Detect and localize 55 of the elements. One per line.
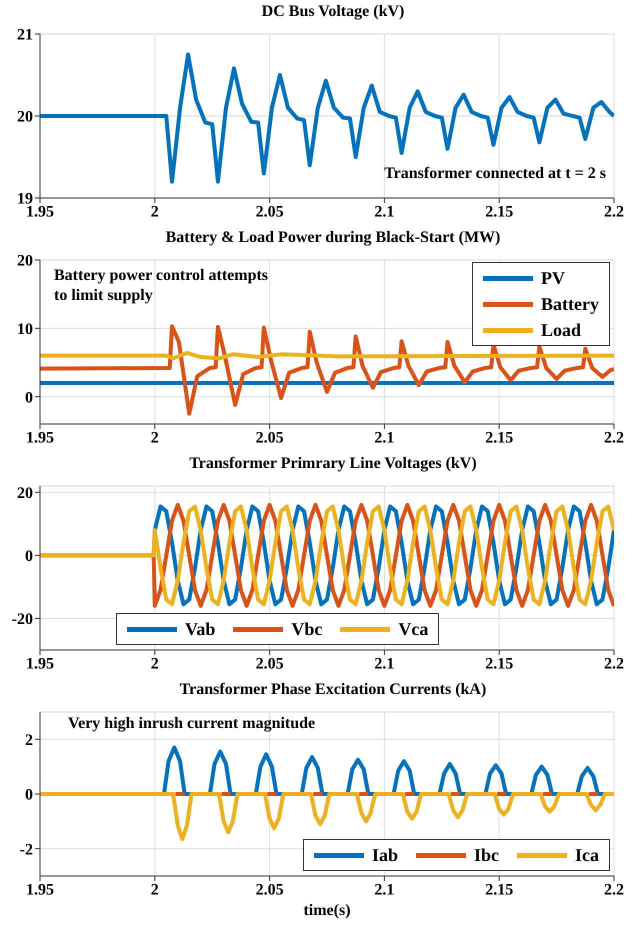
x-tick-label: 2.2 <box>604 655 624 672</box>
legend-label: Vca <box>398 618 428 641</box>
x-tick-label: 1.95 <box>26 881 54 898</box>
x-tick-label: 2 <box>150 655 159 672</box>
y-tick-label: -20 <box>12 611 33 628</box>
line-series <box>40 52 614 184</box>
line-series <box>40 324 614 416</box>
x-tick-label: 2.05 <box>256 429 284 446</box>
y-tick-label: 10 <box>17 321 33 338</box>
annotation: Battery power control attempts to limit supply <box>54 266 269 306</box>
chart-title: Transformer Primrary Line Voltages (kV) <box>188 454 478 474</box>
x-tick-label: 2.1 <box>374 203 394 220</box>
x-tick-label: 2.15 <box>485 429 514 446</box>
annotation: Very high inrush current magnitude <box>68 714 316 734</box>
chart-title: Battery & Load Power during Black-Start (MW) <box>164 228 502 248</box>
x-tick-label: 2.2 <box>604 203 624 220</box>
legend-label: PV <box>541 267 566 290</box>
x-tick-label: 1.95 <box>26 655 54 672</box>
x-tick-label: 2.1 <box>374 655 394 672</box>
x-tick-label: 2.1 <box>374 429 394 446</box>
y-tick-label: 0 <box>25 786 33 804</box>
x-tick-label: 1.95 <box>26 203 54 220</box>
x-tick-label: 2 <box>150 881 159 898</box>
legend-label: Vab <box>185 618 216 641</box>
x-tick-label: 2 <box>150 429 159 446</box>
legend-label: Ibc <box>474 844 499 867</box>
x-tick-label: 2.05 <box>256 203 284 220</box>
legend-label: Battery <box>541 293 599 316</box>
x-axis-title: time(s) <box>303 902 351 919</box>
x-tick-label: 2.05 <box>256 881 284 898</box>
chart-title: Transformer Phase Excitation Currents (kA) <box>178 680 488 700</box>
annotation: Transformer connected at t = 2 s <box>384 164 606 184</box>
y-tick-label: 20 <box>17 484 33 502</box>
y-tick-label: 2 <box>25 732 33 750</box>
x-tick-label: 2 <box>150 203 159 220</box>
x-tick-label: 1.95 <box>26 429 54 446</box>
y-tick-label: 20 <box>17 108 33 126</box>
legend-label: Iab <box>372 844 398 867</box>
x-tick-label: 2.15 <box>485 881 514 898</box>
x-tick-label: 2.2 <box>604 881 624 898</box>
x-tick-label: 2.15 <box>485 203 514 220</box>
x-tick-label: 2.15 <box>485 655 514 672</box>
x-tick-label: 2.1 <box>374 881 394 898</box>
x-tick-label: 2.2 <box>604 429 624 446</box>
y-tick-label: 20 <box>17 252 33 270</box>
legend-label: Ica <box>575 844 599 867</box>
y-tick-label: 21 <box>17 26 33 44</box>
chart-title: DC Bus Voltage (kV) <box>260 2 406 22</box>
line-series <box>40 792 614 842</box>
x-tick-label: 2.05 <box>256 655 284 672</box>
y-tick-label: 0 <box>25 389 33 406</box>
legend-label: Load <box>541 319 582 342</box>
y-tick-label: -2 <box>20 841 33 858</box>
legend-label: Vbc <box>291 618 322 641</box>
y-tick-label: 0 <box>25 548 33 566</box>
